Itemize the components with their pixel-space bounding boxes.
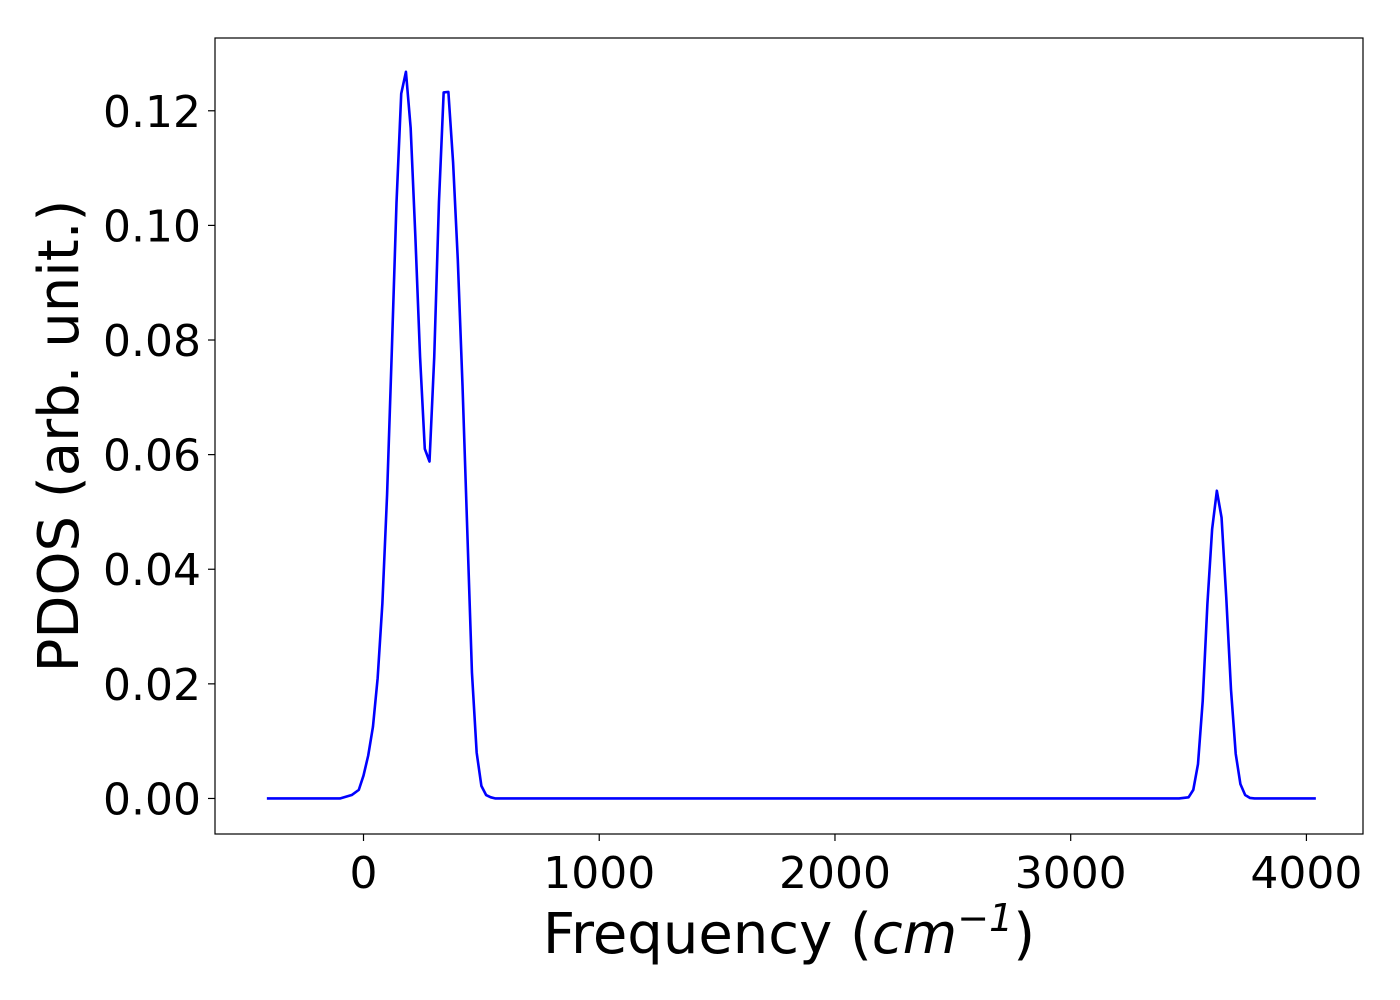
y-tick-label: 0.08 <box>103 316 201 367</box>
y-tick-label: 0.02 <box>103 660 201 711</box>
x-axis-title-unit: cm <box>872 902 957 967</box>
y-tick-label: 0.04 <box>103 545 201 596</box>
plot-area <box>214 37 1364 835</box>
x-axis-title: Frequency (cm−1) <box>543 896 1035 967</box>
x-axis-title-exponent: −1 <box>957 896 1013 940</box>
y-axis-ticks: 0.00 0.02 0.04 0.06 0.08 0.10 0.12 <box>103 87 215 825</box>
y-tick-label: 0.06 <box>103 431 201 482</box>
y-tick-label: 0.10 <box>103 201 201 252</box>
x-tick-label: 0 <box>350 848 378 899</box>
x-tick-label: 3000 <box>1015 848 1127 899</box>
pdos-line-0 <box>266 70 1316 800</box>
x-tick-label: 4000 <box>1250 848 1362 899</box>
y-tick-label: 0.00 <box>103 774 201 825</box>
y-tick-label: 0.12 <box>103 87 201 138</box>
x-axis-ticks: 0 1000 2000 3000 4000 <box>350 834 1362 899</box>
x-axis-title-prefix: Frequency ( <box>543 902 872 967</box>
x-tick-label: 1000 <box>543 848 655 899</box>
x-axis-title-suffix: ) <box>1013 902 1035 967</box>
y-axis-title: PDOS (arb. unit.) <box>27 200 92 673</box>
x-tick-label: 2000 <box>779 848 891 899</box>
series-layer <box>266 70 1316 800</box>
